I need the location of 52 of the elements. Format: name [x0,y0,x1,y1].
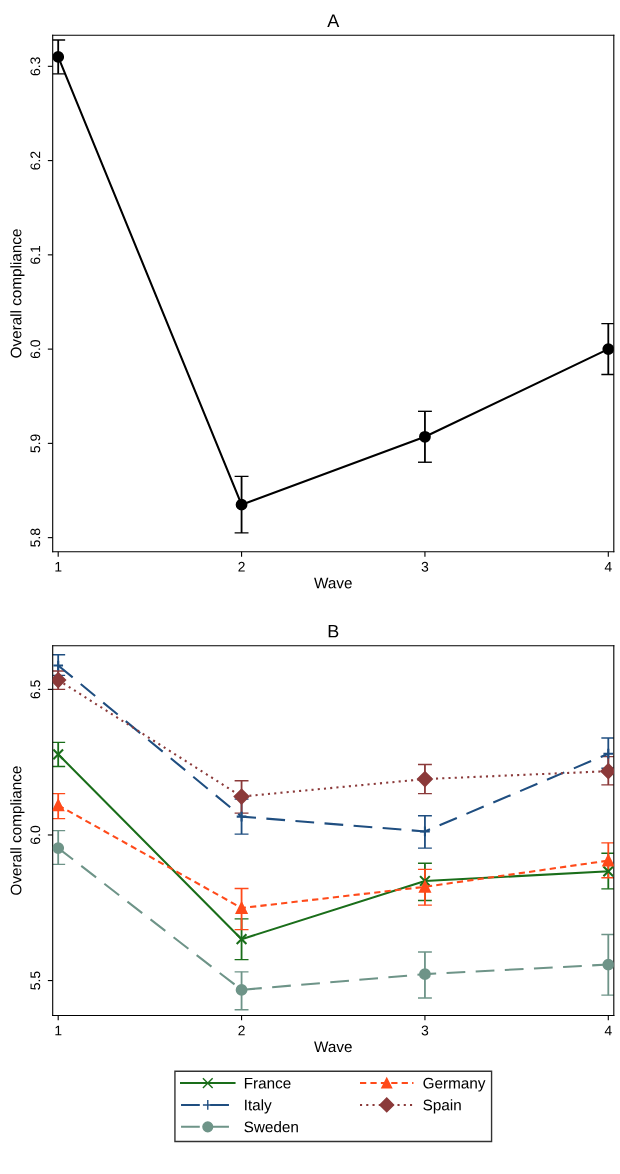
point [419,825,431,838]
point [419,880,431,893]
y-tick-label: 6.5 [30,680,41,699]
point [235,983,248,996]
point [419,968,431,981]
x-tick-label: 1 [55,1025,62,1036]
point [235,498,248,511]
legend-label: Sweden [244,1121,298,1133]
y-tick-label: 6.1 [30,245,41,264]
x-tick-label: 1 [55,562,62,572]
point [52,659,65,672]
y-tick-label: 5.9 [30,434,41,453]
point [602,343,614,356]
point [52,672,67,688]
legend-label: Italy [245,1099,272,1114]
point [235,902,248,914]
point [600,763,614,780]
point [52,799,65,812]
y-tick-label: 6.0 [30,825,41,844]
x-tick-label: 3 [421,1025,429,1036]
x-tick-label: 2 [238,1025,245,1036]
point [419,875,431,887]
point [235,933,248,946]
y-axis-title: Overall compliance [10,229,25,358]
x-tick-label: 2 [238,561,245,572]
x-tick-label: 4 [604,562,612,572]
y-tick-label: 6.2 [30,151,41,170]
point [417,771,433,787]
point [419,430,431,443]
y-tick-label: 5.5 [30,971,41,990]
legend-label: Spain [423,1099,461,1114]
point [602,747,614,760]
x-tick-label: 4 [604,1025,612,1036]
point [52,51,65,63]
point [52,748,65,761]
legend-label: France [244,1077,291,1089]
x-axis-title: Wave [314,1041,352,1053]
y-tick-label: 6.0 [30,340,41,359]
y-axis-title: Overall compliance [10,766,25,895]
point [602,958,614,971]
point [52,842,65,854]
point [602,865,614,878]
chart-title: A [327,14,340,27]
point [602,854,614,867]
legend-label: Germany [423,1077,486,1092]
x-tick-label: 3 [421,561,429,572]
y-tick-label: 6.3 [30,57,41,76]
chart-title: B [328,624,339,638]
point [235,810,248,823]
point [233,788,250,805]
y-tick-label: 5.8 [30,528,41,547]
x-axis-title: Wave [314,577,352,589]
